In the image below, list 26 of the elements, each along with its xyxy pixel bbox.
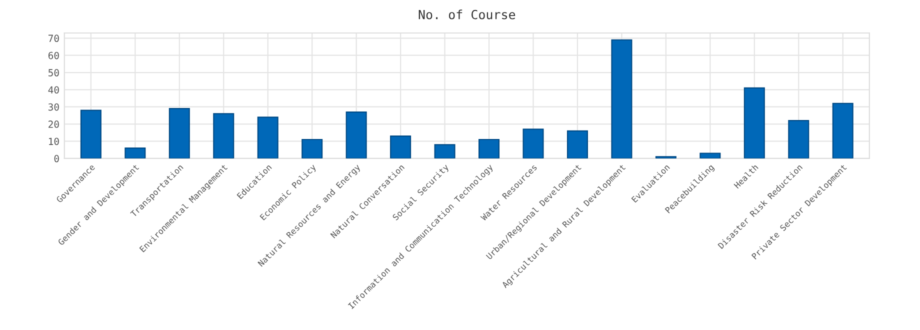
bar xyxy=(390,136,412,158)
bar xyxy=(700,152,721,158)
bar xyxy=(434,144,456,158)
bar xyxy=(124,148,146,158)
y-tick-label: 60 xyxy=(48,52,59,60)
y-tick-label: 40 xyxy=(48,86,59,94)
bar xyxy=(566,130,588,158)
bar xyxy=(788,120,810,158)
y-tick-label: 30 xyxy=(48,103,59,111)
y-tick-label: 20 xyxy=(48,120,59,128)
y-tick-label: 70 xyxy=(48,34,59,42)
y-tick-label: 0 xyxy=(54,154,59,162)
chart-title: No. of Course xyxy=(418,10,516,20)
bar xyxy=(80,110,102,158)
bar xyxy=(832,102,854,158)
bar xyxy=(168,108,190,158)
y-tick-label: 10 xyxy=(49,138,59,146)
bar xyxy=(478,138,500,158)
bar xyxy=(611,39,632,158)
y-tick-label: 50 xyxy=(48,69,59,76)
bar xyxy=(302,138,323,158)
bar xyxy=(744,87,765,158)
bar xyxy=(257,116,278,158)
bar xyxy=(522,128,544,158)
bar xyxy=(346,111,367,158)
bar xyxy=(213,113,234,158)
